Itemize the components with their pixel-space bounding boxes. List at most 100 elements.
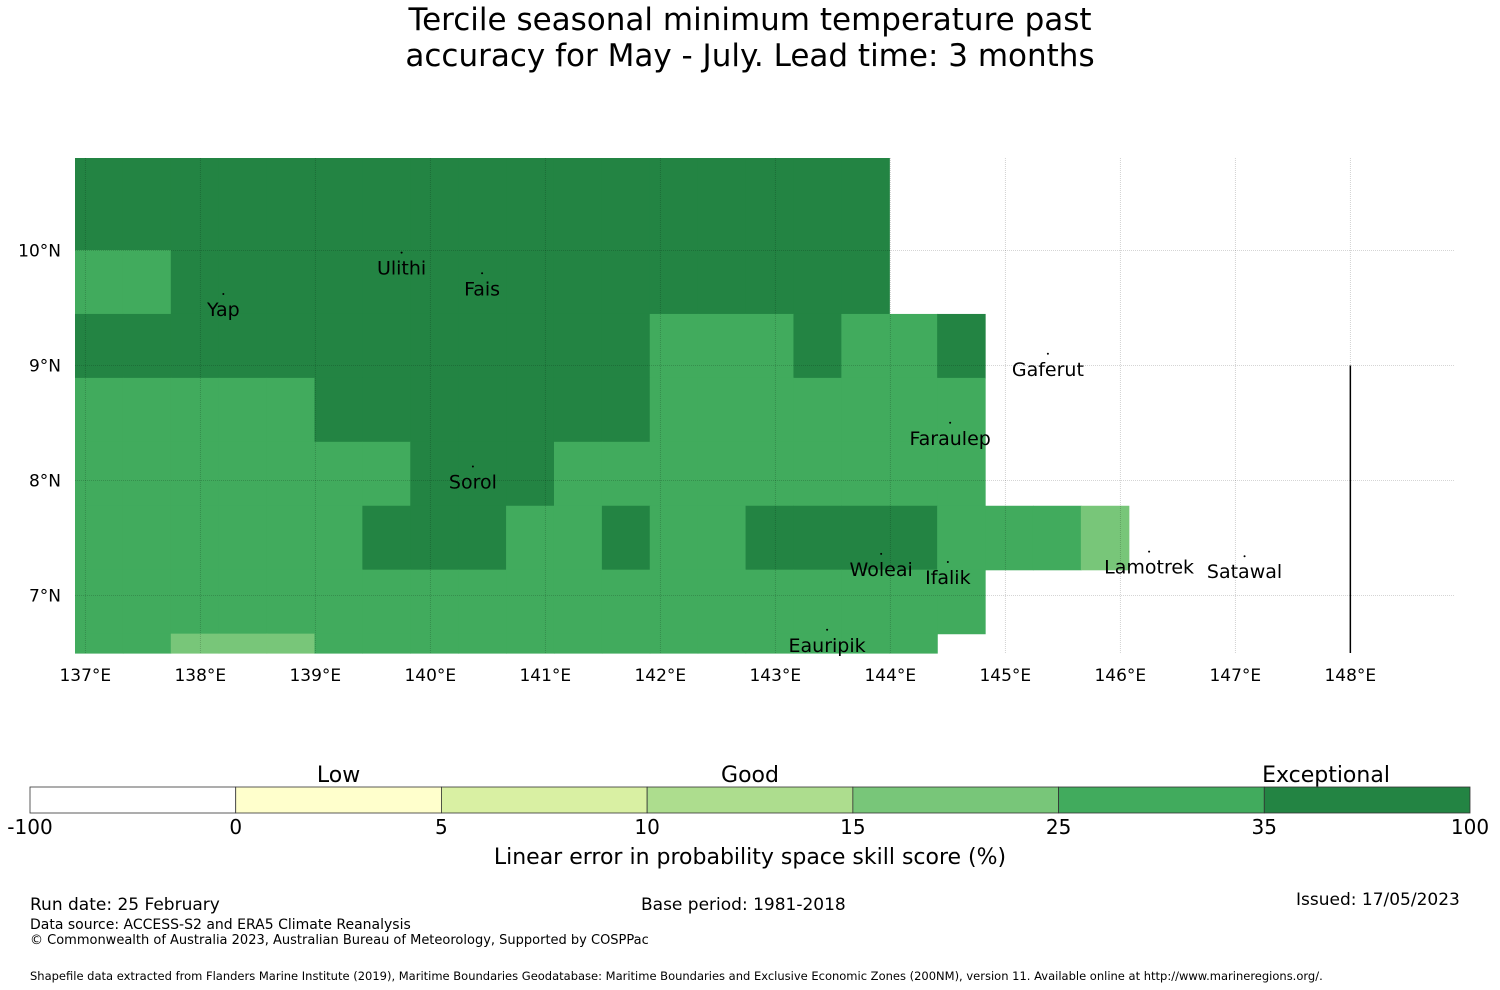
place-labels: Ulithi Fais Yap Gaferut Faraulep Sorol Woleai I… [206, 251, 1282, 657]
lon-tick-label: 148°E [1324, 666, 1376, 686]
map-cell [697, 158, 747, 251]
map-cell [793, 158, 842, 251]
map-cell [601, 441, 651, 507]
map-cell [266, 441, 316, 507]
base-period: Base period: 1981-2018 [641, 895, 846, 915]
map-cell [410, 441, 459, 507]
colorbar-tick-label: -100 [7, 815, 52, 839]
colorbar-tick-label: 35 [1252, 815, 1277, 839]
map-cell [170, 569, 220, 635]
map-cell [170, 158, 220, 251]
map-cell [170, 505, 220, 571]
map-cell [649, 505, 699, 571]
map-cell [745, 158, 795, 251]
map-cell [601, 633, 651, 654]
map-cell [410, 633, 459, 654]
map-cell [697, 633, 747, 654]
map-cell [75, 377, 124, 443]
map-cell [75, 250, 124, 315]
map-cell [889, 569, 938, 635]
map-cell [553, 313, 603, 379]
map-cell [649, 158, 699, 251]
place-label: Lamotrek [1104, 557, 1194, 579]
colorbar-tick-label: 0 [229, 815, 242, 839]
map-cell [553, 505, 603, 571]
map-cell [793, 250, 842, 315]
place-label: Woleai [850, 559, 913, 581]
map-cell [506, 377, 555, 443]
map-cell [841, 633, 890, 654]
map-cell [75, 158, 124, 251]
map-cell [170, 250, 220, 315]
map-cell [793, 505, 842, 571]
place-label: Ifalik [925, 567, 971, 589]
map-cell [410, 250, 459, 315]
map-cell [410, 569, 459, 635]
colorbar-legend: -100 0 5 10 15 25 35 100 Low Good Exceptional [7, 763, 1489, 839]
map-gridlines [75, 158, 1455, 653]
copyright-notice: © Commonwealth of Australia 2023, Austra… [30, 933, 649, 948]
map-cell [1032, 505, 1082, 571]
map-cell [122, 158, 172, 251]
map-cell [362, 377, 411, 443]
island-marker [222, 293, 225, 295]
map-cell [314, 377, 363, 443]
map-cell [745, 441, 795, 507]
place-label: Ulithi [377, 258, 426, 280]
map-cell [218, 313, 268, 379]
map-cell [745, 569, 795, 635]
map-cell [553, 441, 603, 507]
map-cell [553, 377, 603, 443]
map-cell [793, 377, 842, 443]
map-cell [793, 441, 842, 507]
shapefile-credit: Shapefile data extracted from Flanders M… [30, 969, 1323, 983]
lon-tick-label: 139°E [289, 666, 341, 686]
map-cell [841, 313, 890, 379]
colorbar-tick-label: 100 [1451, 815, 1489, 839]
map-cell [218, 505, 268, 571]
map-cell [75, 505, 124, 571]
map-cell [266, 313, 316, 379]
map-cell [314, 313, 363, 379]
map-cell [937, 441, 986, 507]
map-cell [458, 505, 507, 571]
map-cell [122, 313, 172, 379]
place-label: Gaferut [1012, 359, 1084, 381]
map-cell [314, 441, 363, 507]
map-cell [170, 377, 220, 443]
map-cell [937, 377, 986, 443]
lon-tick-label: 138°E [174, 666, 226, 686]
map-cell [745, 505, 795, 571]
map-cell [889, 505, 938, 571]
lat-tick-label: 10°N [18, 242, 61, 262]
map-cell [122, 569, 172, 635]
map-cell [218, 250, 268, 315]
island-marker [471, 465, 474, 468]
map-cell [362, 569, 411, 635]
island-marker [826, 628, 829, 631]
lon-tick-label: 141°E [519, 666, 571, 686]
lon-tick-label: 143°E [749, 666, 801, 686]
colorbar-segment [29, 786, 237, 814]
place-label: Eauripik [789, 635, 866, 657]
map-cell [841, 377, 890, 443]
map-axis-ticks: 137°E 138°E 139°E 140°E 141°E 142°E 143°E 144°E… [18, 242, 1376, 687]
map-cell [266, 633, 316, 654]
colorbar-tick-label: 10 [634, 815, 659, 839]
island-marker [946, 560, 949, 563]
lat-tick-label: 8°N [29, 472, 61, 492]
map-cell [122, 250, 172, 315]
map-cell [697, 250, 747, 315]
map-cell [266, 505, 316, 571]
map-cell [889, 633, 938, 654]
map-cell [458, 250, 507, 315]
island-marker [1046, 352, 1049, 355]
map-cell [1080, 505, 1130, 571]
map-cell [745, 250, 795, 315]
map-cell [937, 505, 986, 571]
place-label: Yap [206, 299, 240, 321]
map-cell [314, 505, 363, 571]
map-title: Tercile seasonal minimum temperature pas… [0, 2, 1500, 74]
colorbar-segment [646, 786, 854, 814]
